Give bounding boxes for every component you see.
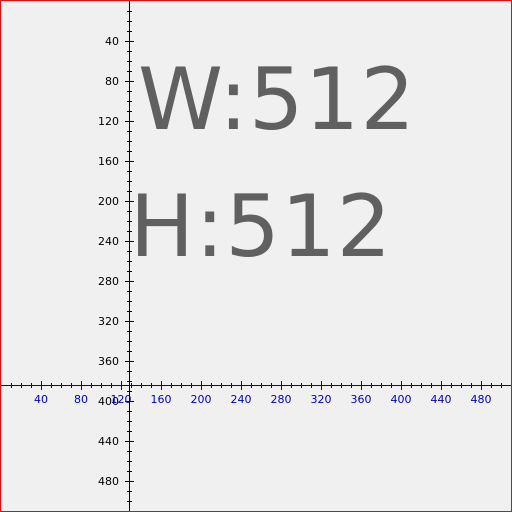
y-tick-label: 480 [98, 475, 119, 488]
x-tick-label: 160 [151, 393, 172, 406]
width-readout: W:512 [137, 50, 417, 150]
y-tick-label: 200 [98, 195, 119, 208]
x-tick-label: 280 [271, 393, 292, 406]
height-readout: H:512 [129, 177, 393, 277]
x-tick-label: 200 [191, 393, 212, 406]
x-tick-label: 480 [471, 393, 492, 406]
x-tick-label: 40 [34, 393, 48, 406]
y-tick-label: 440 [98, 435, 119, 448]
y-tick-label: 400 [98, 395, 119, 408]
x-tick-label: 320 [311, 393, 332, 406]
y-tick-label: 320 [98, 315, 119, 328]
x-tick-label: 400 [391, 393, 412, 406]
y-tick-label: 160 [98, 155, 119, 168]
y-tick-label: 120 [98, 115, 119, 128]
x-tick-label: 240 [231, 393, 252, 406]
y-tick-label: 80 [105, 75, 119, 88]
y-tick-label: 40 [105, 35, 119, 48]
x-tick-label: 80 [74, 393, 88, 406]
x-tick-label: 360 [351, 393, 372, 406]
x-tick-label: 120 [111, 393, 132, 406]
x-tick-label: 440 [431, 393, 452, 406]
y-tick-label: 280 [98, 275, 119, 288]
y-tick-label: 240 [98, 235, 119, 248]
y-tick-label: 360 [98, 355, 119, 368]
